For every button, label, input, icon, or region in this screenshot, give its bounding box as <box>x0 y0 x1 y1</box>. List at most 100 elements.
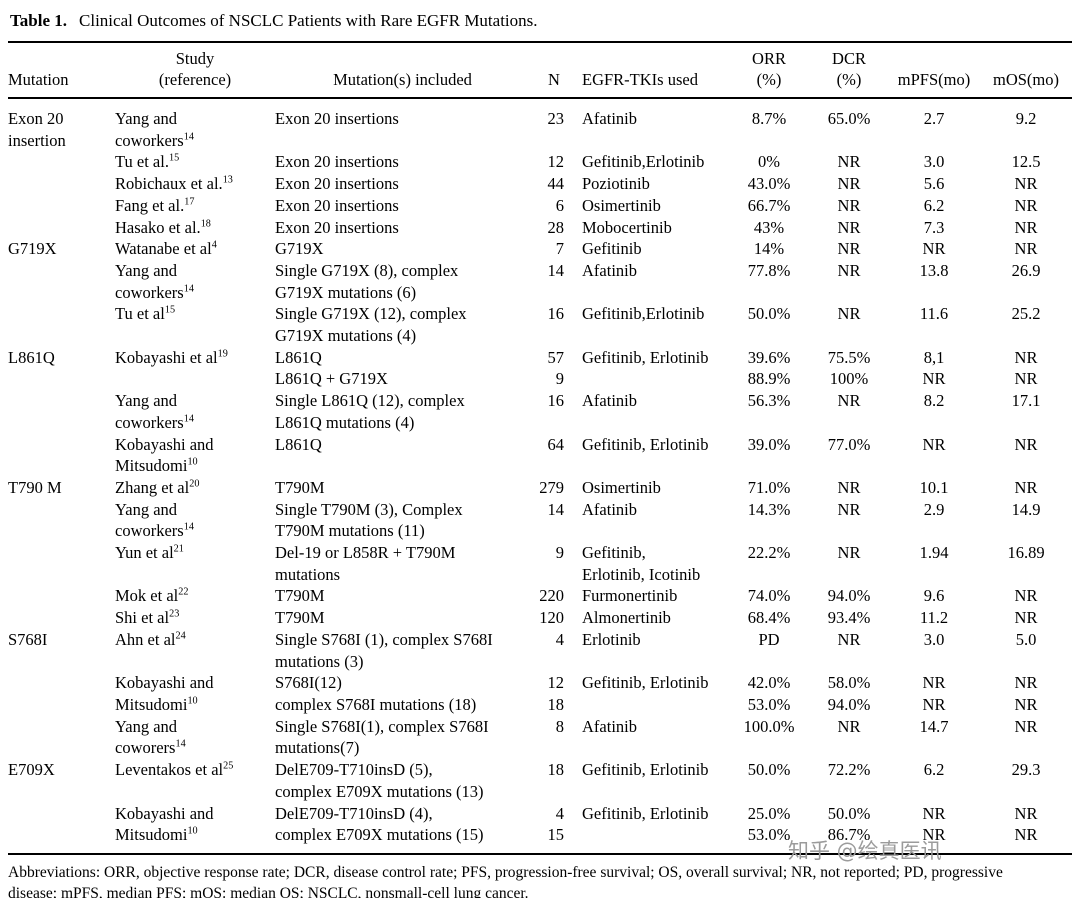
dcr-cell: NR <box>837 477 861 497</box>
orr-cell: 43.0% <box>747 174 791 194</box>
table-row: Kobayashi and Mitsudomi10 L861Q 64 Gefitini… <box>8 434 1072 477</box>
dcr-cell: NR <box>837 174 861 194</box>
egfr-tki-cell: Furmonertinib <box>582 586 678 606</box>
mutations-included-cell: G719X <box>275 239 324 259</box>
header-mutations-included: Mutation(s) included <box>275 42 530 99</box>
reference-superscript: 24 <box>175 630 186 642</box>
table-row: Exon 20 insertion Yang and coworkers14 Exo… <box>8 98 1072 151</box>
mos-cell: NR <box>1014 825 1038 845</box>
mutations-included-cell: complex E709X mutations (15) <box>275 825 484 845</box>
mos-cell: NR <box>1014 477 1038 497</box>
study-cell: Shi et al23 <box>115 608 180 628</box>
egfr-tki-cell: Gefitinib, Erlotinib <box>582 673 709 693</box>
study-cell: Watanabe et al4 <box>115 239 217 259</box>
study-cell <box>115 368 275 390</box>
egfr-tki-cell <box>578 824 728 854</box>
egfr-tki-cell: Afatinib <box>582 109 637 128</box>
table-row: Mitsudomi10 complex S768I mutations (18) 1… <box>8 694 1072 716</box>
table-row: Mok et al22 T790M 220 Furmonertinib 74.0% 94.… <box>8 585 1072 607</box>
reference-superscript: 10 <box>187 695 198 707</box>
egfr-tki-cell: Gefitinib, Erlotinib, Icotinib <box>582 543 701 584</box>
dcr-cell: 94.0% <box>827 694 871 714</box>
mpfs-cell: 2.9 <box>923 499 945 519</box>
egfr-tki-cell: Mobocertinib <box>582 217 672 237</box>
orr-cell: 100.0% <box>743 716 795 736</box>
mutation-cell <box>8 694 115 716</box>
study-cell: Zhang et al20 <box>115 477 200 497</box>
dcr-cell: 75.5% <box>827 347 871 367</box>
mutations-included-cell: Single T790M (3), Complex T790M mutation… <box>275 499 463 541</box>
mutation-cell <box>8 824 115 854</box>
header-egfr-tkis-used: EGFR-TKIs used <box>578 42 728 99</box>
mutations-included-cell: Single L861Q (12), complex L861Q mutatio… <box>275 391 465 432</box>
orr-cell: 53.0% <box>747 825 791 845</box>
study-cell: Leventakos et al25 <box>115 760 234 780</box>
egfr-tki-cell: Afatinib <box>582 391 637 411</box>
reference-superscript: 22 <box>178 586 189 598</box>
reference-superscript: 25 <box>223 760 234 772</box>
orr-cell: 43% <box>753 217 785 237</box>
table-row: L861Q Kobayashi et al19 L861Q 57 Gefitinib, … <box>8 347 1072 369</box>
orr-cell: 50.0% <box>747 760 791 780</box>
study-cell: Tu et al.15 <box>115 152 180 172</box>
reference-superscript: 10 <box>187 825 198 837</box>
table-row: T790 M Zhang et al20 T790M 279 Osimertinib 71… <box>8 477 1072 499</box>
table-row: S768I Ahn et al24 Single S768I (1), comple… <box>8 629 1072 672</box>
mutations-included-cell: Single G719X (8), complex G719X mutation… <box>275 260 459 302</box>
egfr-tki-cell: Erlotinib <box>582 629 641 649</box>
dcr-cell: 94.0% <box>827 586 871 606</box>
mos-cell: 14.9 <box>1011 499 1041 519</box>
dcr-cell: NR <box>837 152 861 172</box>
egfr-tki-cell: Gefitinib, Erlotinib <box>582 347 709 367</box>
header-orr: ORR (%) <box>728 42 810 99</box>
mos-cell: NR <box>1014 673 1038 693</box>
mos-cell: NR <box>1014 586 1038 606</box>
mutation-cell <box>8 151 115 173</box>
mpfs-cell: 6.2 <box>923 195 945 215</box>
study-cell: Tu et al15 <box>115 304 176 324</box>
n-cell: 9 <box>555 369 564 389</box>
dcr-cell: NR <box>837 543 861 563</box>
table-header-row: Mutation Study (reference) Mutation(s) in… <box>8 42 1072 99</box>
mpfs-cell: 2.7 <box>923 109 945 128</box>
dcr-cell: NR <box>837 716 861 736</box>
mutation-cell: T790 M <box>8 477 62 497</box>
dcr-cell: NR <box>837 217 861 237</box>
mpfs-cell: 10.1 <box>919 477 949 497</box>
egfr-tki-cell: Afatinib <box>582 260 637 280</box>
mutation-cell <box>8 499 115 542</box>
dcr-cell: 86.7% <box>827 825 871 845</box>
table-row: Yang and coworers14 Single S768I(1), comp… <box>8 716 1072 759</box>
egfr-tki-cell: Afatinib <box>582 716 637 736</box>
reference-superscript: 15 <box>168 152 180 164</box>
reference-superscript: 15 <box>164 304 176 316</box>
mpfs-cell: NR <box>922 803 946 823</box>
mutations-included-cell: Single G719X (12), complex G719X mutatio… <box>275 304 467 346</box>
study-cell: Mitsudomi10 <box>115 694 198 714</box>
mpfs-cell: NR <box>922 694 946 714</box>
n-cell: 16 <box>547 391 565 411</box>
mos-cell: 5.0 <box>1015 629 1037 649</box>
n-cell: 44 <box>547 174 565 194</box>
mpfs-cell: 9.6 <box>923 586 945 606</box>
orr-cell: 22.2% <box>747 543 791 563</box>
n-cell: 18 <box>547 694 565 714</box>
egfr-tki-cell: Gefitinib, Erlotinib <box>582 803 709 823</box>
mos-cell: 29.3 <box>1011 760 1041 780</box>
dcr-cell: 93.4% <box>827 608 871 628</box>
orr-cell: 71.0% <box>747 477 791 497</box>
mutation-cell <box>8 607 115 629</box>
table-row: Yang and coworkers14 Single G719X (8), co… <box>8 260 1072 303</box>
reference-superscript: 14 <box>183 131 194 143</box>
mpfs-cell: NR <box>922 369 946 389</box>
mos-cell: NR <box>1014 608 1038 628</box>
orr-cell: 50.0% <box>747 304 791 324</box>
mutations-included-cell: Exon 20 insertions <box>275 152 399 172</box>
study-cell: Yun et al21 <box>115 543 184 563</box>
table-row: Kobayashi and S768I(12) 12 Gefitinib, Erlot… <box>8 672 1072 694</box>
mos-cell: 12.5 <box>1011 152 1041 172</box>
mos-cell: NR <box>1014 716 1038 736</box>
mutations-included-cell: DelE709-T710insD (5), complex E709X muta… <box>275 760 484 801</box>
egfr-tki-cell: Afatinib <box>582 499 637 519</box>
